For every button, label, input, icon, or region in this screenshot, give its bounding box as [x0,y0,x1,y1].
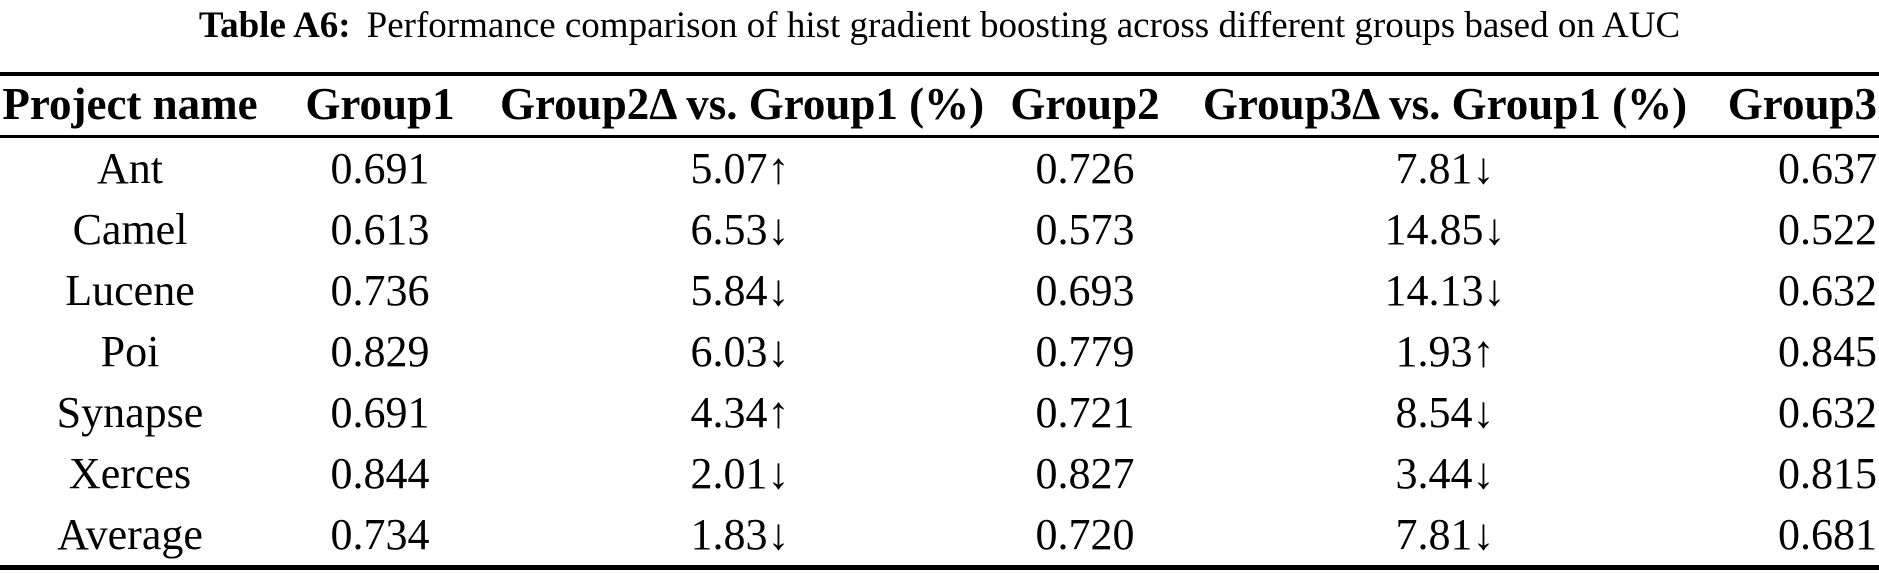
table-row: Average 0.734 1.83↓ 0.720 7.81↓ 0.681 [0,504,1879,568]
cell-group1-auc: 0.829 [330,327,430,376]
table-body: Ant 0.691 5.07↑ 0.726 7.81↓ 0.637 Camel 0.613 6.… [0,137,1879,568]
cell-group2-delta-vs-group1-pct: 4.34↑ [690,388,790,437]
cell-group2-delta-vs-group1-pct: 6.03↓ [690,327,790,376]
table-header: Project name Group1 Group2Δ vs. Group1 (… [0,74,1879,137]
performance-table: Project name Group1 Group2Δ vs. Group1 (… [0,72,1879,570]
cell-group2-auc: 0.827 [1035,449,1135,498]
table-row: Ant 0.691 5.07↑ 0.726 7.81↓ 0.637 [0,137,1879,200]
cell-project-name: Camel [72,205,188,254]
cell-project-name: Lucene [65,266,195,315]
table-row: Camel 0.613 6.53↓ 0.573 14.85↓ 0.522 [0,199,1879,260]
cell-group3-delta-vs-group1-pct: 14.85↓ [1384,205,1506,254]
cell-group3-auc: 0.632 [1778,388,1877,437]
cell-group1-auc: 0.613 [330,205,430,254]
cell-group3-delta-vs-group1-pct: 14.13↓ [1384,266,1506,315]
cell-group3-auc: 0.681 [1778,510,1877,559]
cell-group2-auc: 0.573 [1035,205,1135,254]
cell-group2-delta-vs-group1-pct: 6.53↓ [690,205,790,254]
table-caption-label: Table A6: [198,5,351,46]
cell-project-name: Average [57,510,203,559]
cell-project-name: Synapse [56,388,204,437]
cell-group2-delta-vs-group1-pct: 5.84↓ [690,266,790,315]
column-header-group3: Group3 [1727,78,1877,129]
cell-project-name: Poi [100,327,160,376]
cell-group2-delta-vs-group1-pct: 5.07↑ [690,144,790,193]
cell-project-name: Xerces [68,449,192,498]
cell-project-name: Ant [97,144,163,193]
cell-group3-delta-vs-group1-pct: 7.81↓ [1395,144,1495,193]
column-header-group2: Group2 [1010,78,1160,129]
table-row: Xerces 0.844 2.01↓ 0.827 3.44↓ 0.815 [0,443,1879,504]
cell-group1-auc: 0.691 [330,388,430,437]
cell-group2-auc: 0.693 [1035,266,1135,315]
cell-group3-auc: 0.845 [1778,327,1877,376]
column-header-group2-delta: Group2Δ vs. Group1 (%) [500,78,985,129]
cell-group2-auc: 0.721 [1035,388,1135,437]
column-header-group1: Group1 [305,78,455,129]
cell-group2-auc: 0.779 [1035,327,1135,376]
cell-group2-auc: 0.720 [1035,510,1135,559]
table-row: Poi 0.829 6.03↓ 0.779 1.93↑ 0.845 [0,321,1879,382]
cell-group3-auc: 0.522 [1778,205,1877,254]
cell-group1-auc: 0.691 [330,144,430,193]
column-header-project-name: Project name [2,78,258,129]
table-caption: Table A6: Performance comparison of hist … [0,2,1879,50]
cell-group3-auc: 0.815 [1778,449,1877,498]
cell-group1-auc: 0.844 [330,449,430,498]
table-row: Lucene 0.736 5.84↓ 0.693 14.13↓ 0.632 [0,260,1879,321]
cell-group3-auc: 0.637 [1778,144,1877,193]
cell-group2-delta-vs-group1-pct: 1.83↓ [690,510,790,559]
cell-group3-delta-vs-group1-pct: 8.54↓ [1395,388,1495,437]
cell-group3-delta-vs-group1-pct: 7.81↓ [1395,510,1495,559]
cell-group1-auc: 0.734 [330,510,430,559]
header-row: Project name Group1 Group2Δ vs. Group1 (… [0,74,1879,137]
table-row: Synapse 0.691 4.34↑ 0.721 8.54↓ 0.632 [0,382,1879,443]
column-header-group3-delta: Group3Δ vs. Group1 (%) [1202,78,1688,129]
cell-group3-auc: 0.632 [1778,266,1877,315]
cell-group3-delta-vs-group1-pct: 1.93↑ [1395,327,1495,376]
cell-group2-delta-vs-group1-pct: 2.01↓ [690,449,790,498]
table-caption-text: Performance comparison of hist gradient … [366,5,1681,46]
cell-group3-delta-vs-group1-pct: 3.44↓ [1395,449,1495,498]
cell-group2-auc: 0.726 [1035,144,1135,193]
cell-group1-auc: 0.736 [330,266,430,315]
